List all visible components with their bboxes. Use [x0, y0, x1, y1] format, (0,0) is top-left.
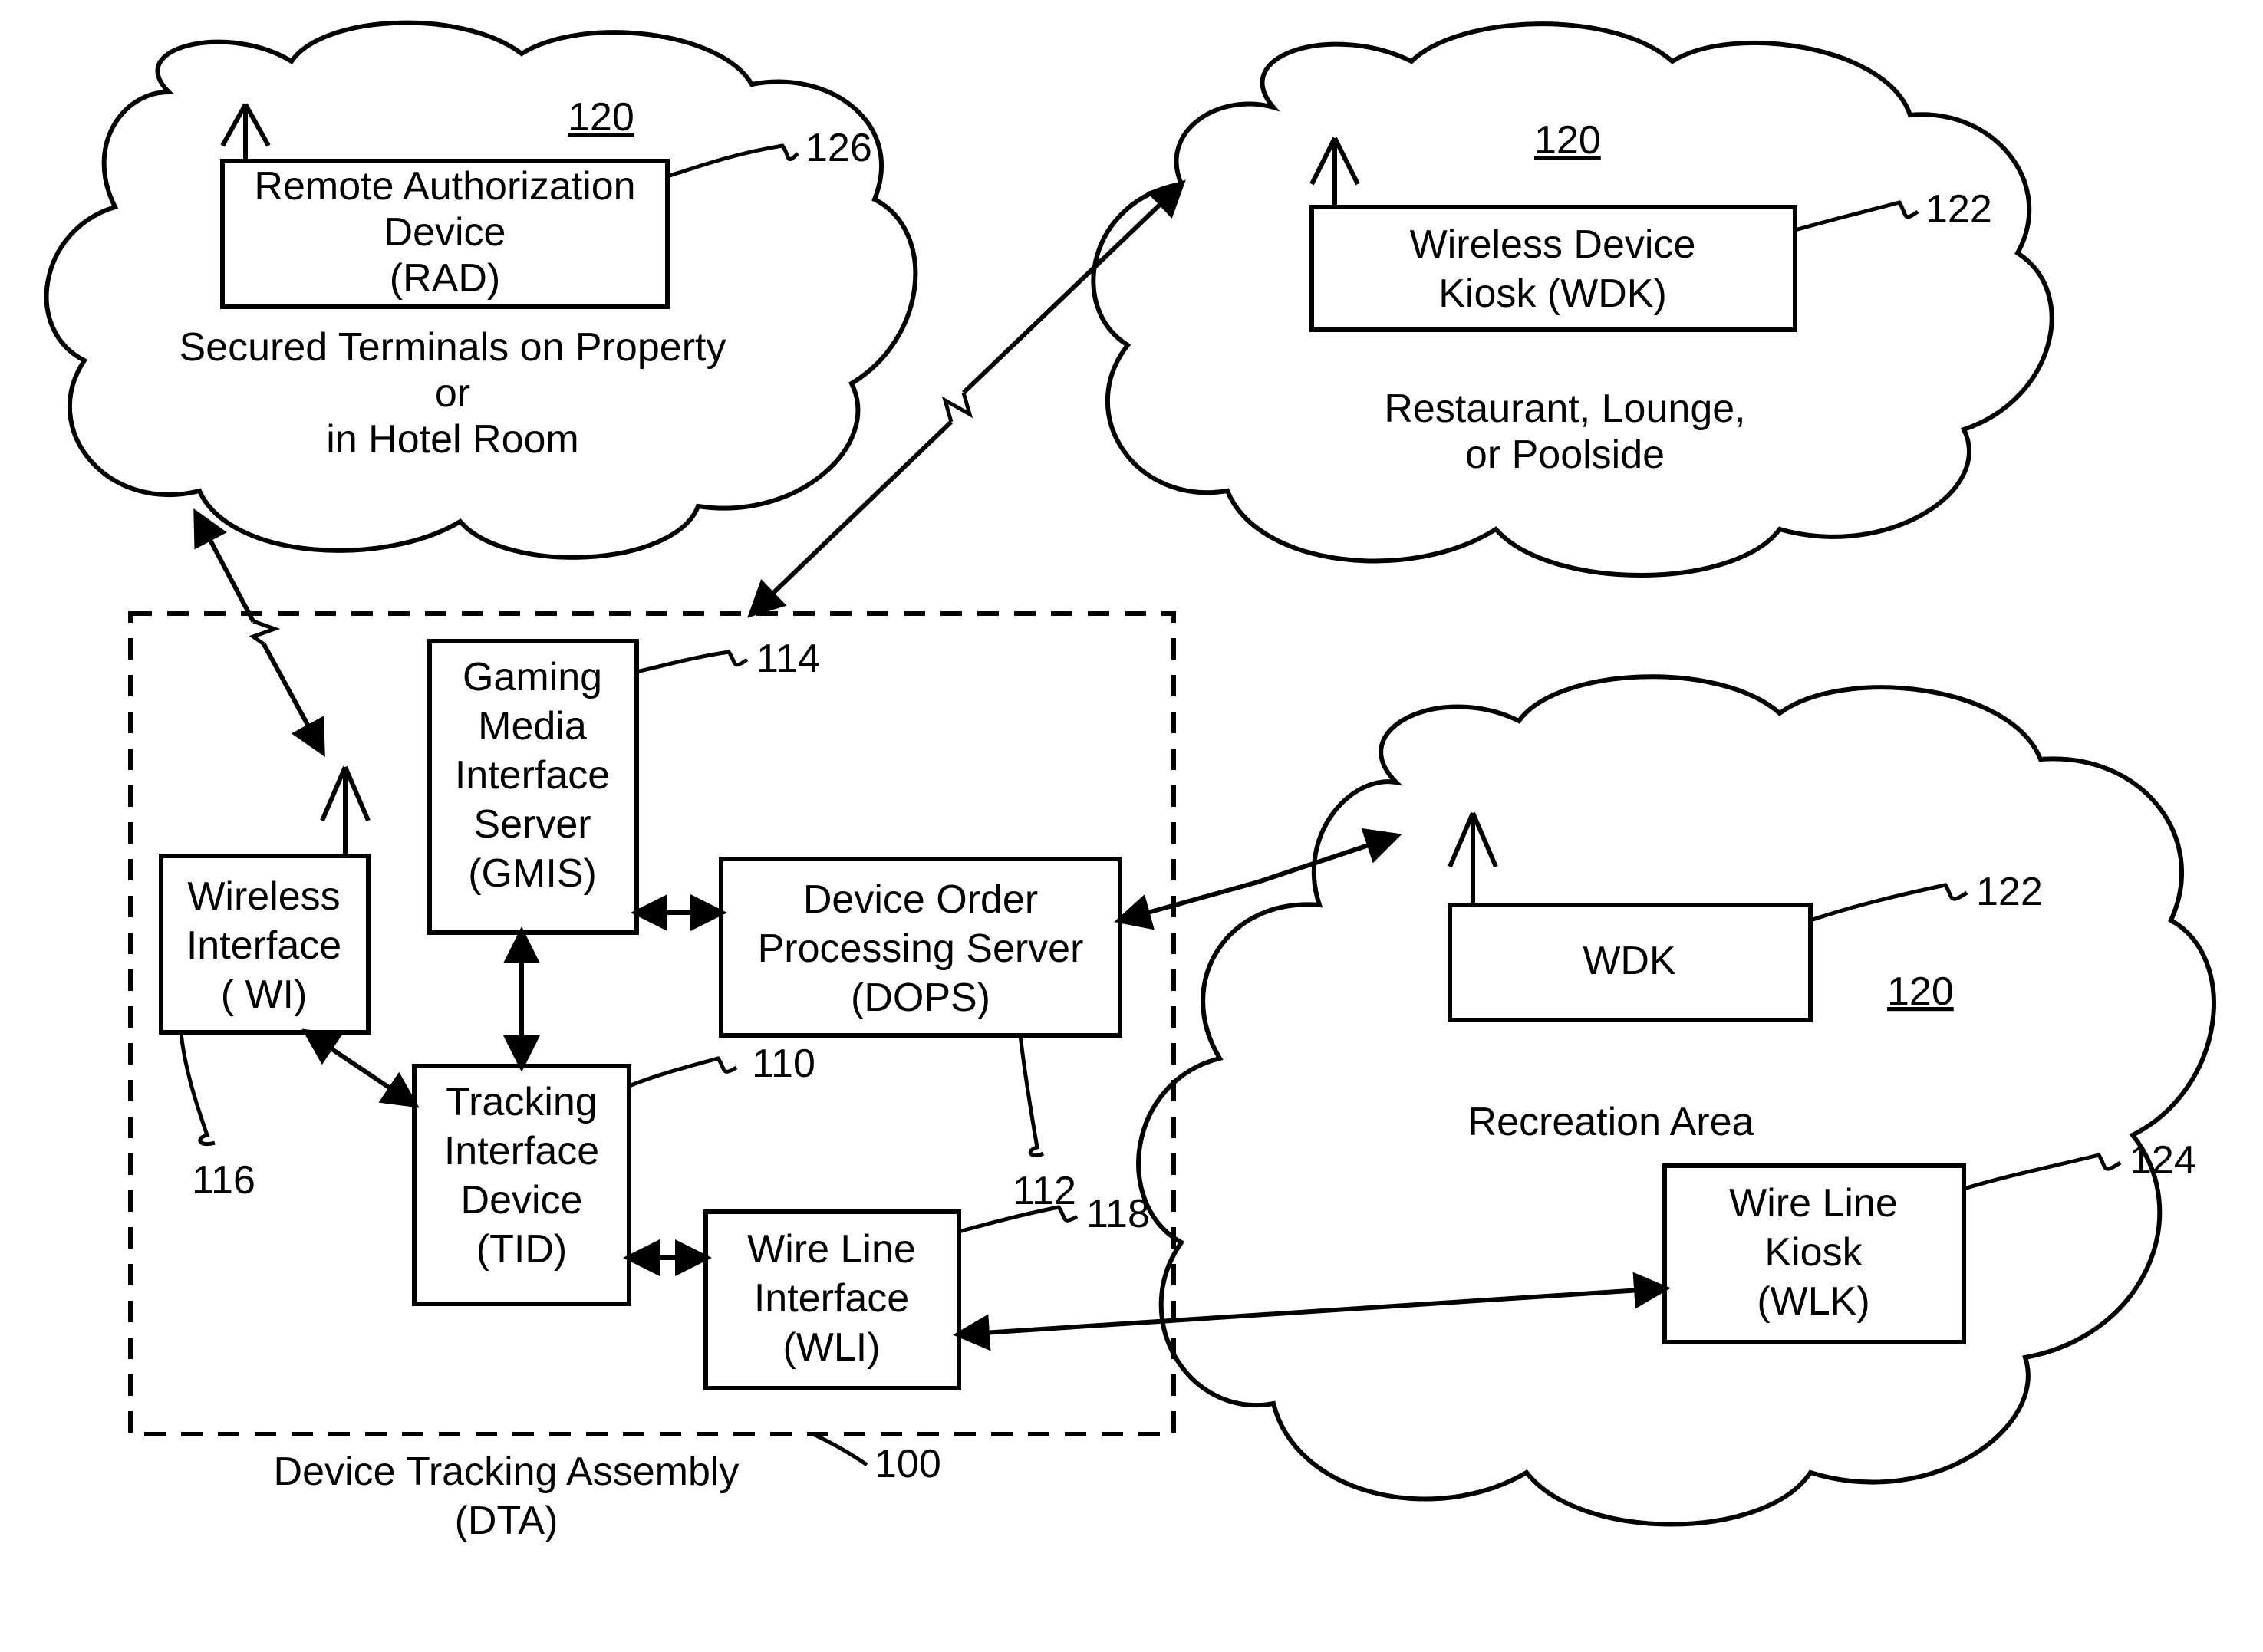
wdk-top-cap-0: Restaurant, Lounge,	[1384, 387, 1745, 431]
dta-container: Gaming Media Interface Server (GMIS) 114…	[130, 614, 1174, 1543]
ref-110: 110	[752, 1042, 815, 1086]
ref-120-rad: 120	[568, 95, 634, 140]
ref-118: 118	[1086, 1192, 1150, 1236]
cloud-wdk-top: 120 Wireless Device Kiosk (WDK) 122 Rest…	[1093, 24, 2051, 575]
wli-line-0: Wire Line	[747, 1227, 916, 1272]
ref-122-top: 122	[1925, 187, 1992, 232]
rad-line-2: (RAD)	[390, 256, 500, 301]
leader-100	[813, 1434, 867, 1465]
wdk-top-cap-1: or Poolside	[1465, 433, 1665, 477]
dops-line-2: (DOPS)	[851, 976, 990, 1020]
leader-110	[629, 1058, 736, 1086]
gmis-line-4: (GMIS)	[468, 851, 597, 896]
ref-124: 124	[2130, 1138, 2196, 1183]
wlk-line-0: Wire Line	[1729, 1181, 1898, 1226]
leader-114	[637, 652, 747, 672]
rec-caption: Recreation Area	[1468, 1100, 1754, 1144]
cloud-rad: 120 Remote Authorization Device (RAD) 12…	[47, 23, 916, 558]
dta-cap-0: Device Tracking Assembly	[274, 1450, 740, 1494]
dops-line-1: Processing Server	[758, 926, 1084, 971]
rad-cap-0: Secured Terminals on Property	[180, 325, 726, 370]
antenna-icon	[322, 767, 368, 856]
wlk-line-1: Kiosk	[1764, 1230, 1863, 1275]
dops-line-0: Device Order	[803, 877, 1038, 922]
diagram-root: 120 Remote Authorization Device (RAD) 12…	[0, 0, 2263, 1652]
rad-cap-2: in Hotel Room	[326, 417, 578, 462]
gmis-line-2: Interface	[455, 753, 610, 798]
wdk-top-line-0: Wireless Device	[1410, 222, 1696, 267]
tid-line-2: Device	[461, 1178, 583, 1223]
leader-116	[181, 1032, 215, 1144]
wdk-top-line-1: Kiosk (WDK)	[1438, 271, 1667, 316]
wli-line-2: (WLI)	[782, 1325, 880, 1370]
wdk-rec-line-0: WDK	[1583, 939, 1676, 983]
wi-line-2: ( WI)	[221, 972, 308, 1017]
edge-wi-tid	[307, 1032, 414, 1104]
rad-cap-1: or	[435, 371, 470, 416]
dta-cap-1: (DTA)	[455, 1499, 558, 1543]
wi-line-1: Interface	[186, 923, 341, 968]
ref-120-wdk-top: 120	[1534, 118, 1601, 163]
tid-line-3: (TID)	[476, 1227, 567, 1272]
ref-122-rec: 122	[1976, 870, 2043, 914]
leader-112	[1020, 1035, 1043, 1156]
ref-126: 126	[805, 126, 872, 170]
ref-114: 114	[756, 637, 820, 681]
wli-line-1: Interface	[754, 1276, 909, 1321]
tid-line-0: Tracking	[446, 1080, 597, 1124]
tid-line-1: Interface	[444, 1129, 599, 1173]
ref-116: 116	[192, 1158, 255, 1203]
ref-100: 100	[875, 1442, 941, 1486]
rad-line-1: Device	[384, 210, 506, 255]
cloud-recreation: WDK 122 120 Recreation Area Wire Line Ki…	[1138, 676, 2214, 1524]
wi-line-0: Wireless	[187, 874, 340, 919]
ref-112: 112	[1013, 1169, 1076, 1213]
wlk-line-2: (WLK)	[1757, 1279, 1869, 1324]
gmis-line-1: Media	[478, 704, 587, 749]
ref-120-rec: 120	[1887, 969, 1954, 1014]
rad-line-0: Remote Authorization	[254, 164, 635, 209]
gmis-line-0: Gaming	[463, 655, 602, 699]
gmis-line-3: Server	[473, 802, 591, 847]
